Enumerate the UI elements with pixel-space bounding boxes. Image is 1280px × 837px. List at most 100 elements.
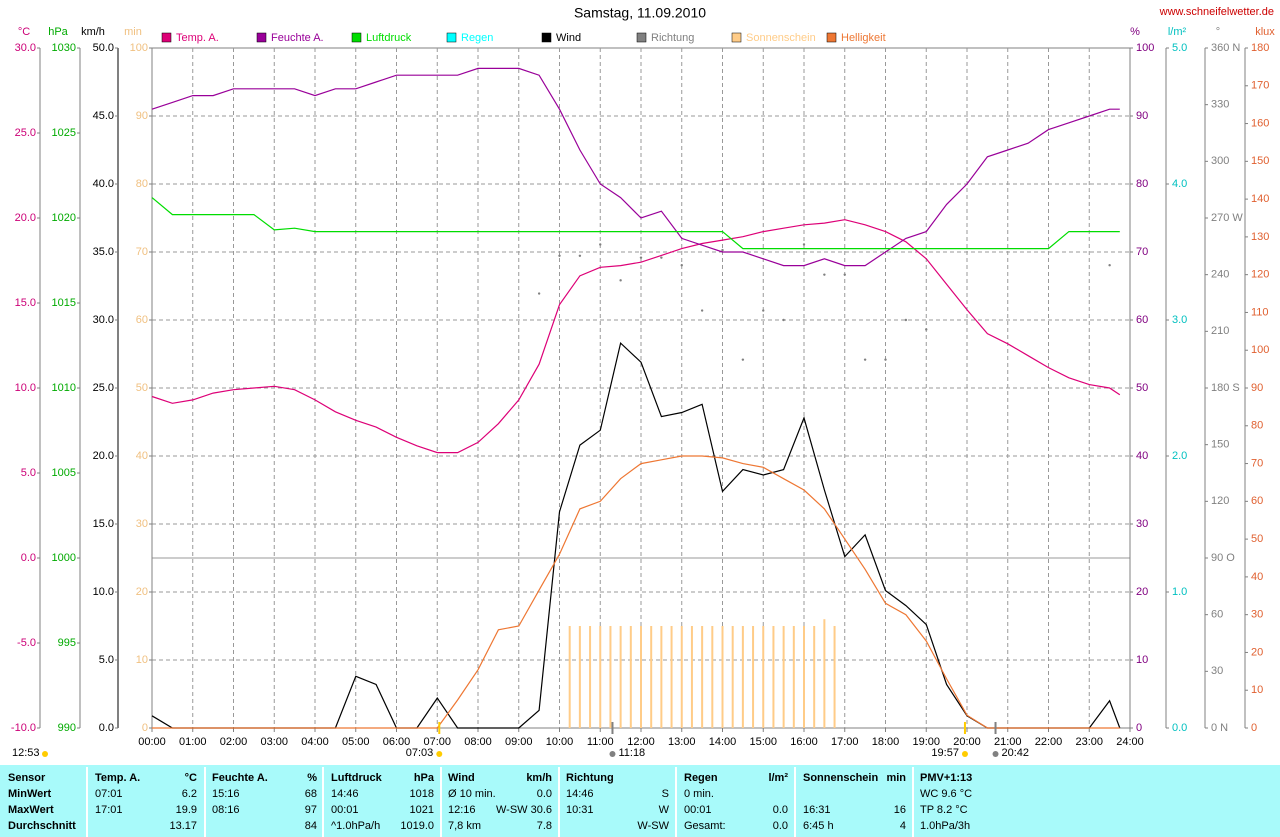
x-tick-label: 15:00: [749, 736, 777, 748]
y-tick-label: 50: [1136, 382, 1148, 394]
direction-dot: [843, 273, 846, 276]
axis-unit: klux: [1255, 26, 1275, 38]
x-tick-label: 21:00: [994, 736, 1022, 748]
column-unit: %: [307, 772, 317, 784]
y-tick-label: 25.0: [93, 382, 114, 394]
sunshine-bar: [792, 626, 795, 728]
table-cell: TP 8.2 °C: [920, 804, 968, 816]
sunshine-bar: [721, 626, 724, 728]
column-header: Sensor: [8, 772, 46, 784]
series-line: [152, 455, 1120, 729]
table-cell: 16:31: [803, 804, 831, 816]
column-header: Luftdruck: [331, 772, 383, 784]
y-tick-label: 0: [142, 722, 148, 734]
direction-dot: [823, 273, 826, 276]
y-tick-label: 150: [1251, 155, 1269, 167]
table-cell: 0 min.: [684, 788, 714, 800]
x-tick-label: 01:00: [179, 736, 207, 748]
y-tick-label: 60: [1251, 495, 1263, 507]
series-line: [151, 197, 1120, 250]
x-tick-label: 10:00: [546, 736, 574, 748]
day-length: 12:53: [12, 747, 40, 759]
table-cell: 17:01: [95, 804, 123, 816]
x-tick-label: 22:00: [1035, 736, 1063, 748]
table-cell: W-SW 30.6: [496, 804, 552, 816]
table-cell: 7.8: [537, 820, 552, 832]
y-tick-label: 80: [136, 178, 148, 190]
y-tick-label: 4.0: [1172, 178, 1187, 190]
table-cell: 08:16: [212, 804, 240, 816]
y-tick-label: 25.0: [15, 127, 36, 139]
axis-unit: °C: [18, 26, 30, 38]
x-tick-label: 13:00: [668, 736, 696, 748]
y-tick-label: 10: [136, 654, 148, 666]
sunshine-bar: [741, 626, 744, 728]
table-cell: 6:45 h: [803, 820, 834, 832]
table-cell: W: [659, 804, 670, 816]
y-tick-label: 10: [1251, 684, 1263, 696]
x-tick-label: 17:00: [831, 736, 859, 748]
y-tick-label: 180 S: [1211, 382, 1240, 394]
event-icon: [436, 751, 443, 757]
event-icon: [609, 751, 616, 757]
y-tick-label: 180: [1251, 42, 1269, 54]
y-tick-label: 70: [136, 246, 148, 258]
y-tick-label: 30: [136, 518, 148, 530]
x-tick-label: 09:00: [505, 736, 533, 748]
table-cell: 0.0: [537, 788, 552, 800]
y-tick-label: 15.0: [93, 518, 114, 530]
y-tick-label: 20.0: [15, 212, 36, 224]
sunshine-bar: [619, 626, 622, 728]
legend-label: Sonnenschein: [746, 32, 816, 44]
chart-title: Samstag, 11.09.2010: [574, 5, 706, 21]
y-tick-label: 100: [1251, 344, 1269, 356]
table-cell: 19.9: [176, 804, 197, 816]
y-tick-label: 995: [58, 637, 76, 649]
table-background: [0, 765, 1280, 837]
direction-dot: [762, 309, 765, 312]
x-tick-label: 06:00: [383, 736, 411, 748]
y-tick-label: 20.0: [93, 450, 114, 462]
y-tick-label: 1030: [52, 42, 76, 54]
y-tick-label: 0: [1251, 722, 1257, 734]
y-tick-label: 60: [1211, 609, 1223, 621]
y-tick-label: 120: [1211, 495, 1229, 507]
legend-label: Feuchte A.: [271, 32, 324, 44]
y-tick-label: 990: [58, 722, 76, 734]
y-tick-label: 140: [1251, 193, 1269, 205]
x-tick-label: 20:00: [953, 736, 981, 748]
table-cell: 0.0: [773, 804, 788, 816]
sunshine-bar: [629, 626, 632, 728]
y-tick-label: 110: [1251, 306, 1269, 318]
y-tick-label: 30: [1251, 609, 1263, 621]
table-cell: Gesamt:: [684, 820, 726, 832]
event-label: 19:57: [931, 747, 959, 759]
y-tick-label: 360 N: [1211, 42, 1240, 54]
table-cell: 1019.0: [400, 820, 434, 832]
y-tick-label: 5.0: [21, 467, 36, 479]
y-tick-label: 5.0: [99, 654, 114, 666]
table-cell: 12:16: [448, 804, 476, 816]
column-unit: l/m²: [768, 772, 788, 784]
y-tick-label: 120: [1251, 269, 1269, 281]
y-tick-label: 40: [136, 450, 148, 462]
y-tick-label: 15.0: [15, 297, 36, 309]
legend-swatch: [731, 32, 742, 43]
sunshine-bar: [609, 626, 612, 728]
y-tick-label: 20: [1136, 586, 1148, 598]
event-label: 07:03: [406, 747, 434, 759]
y-tick-label: 0 N: [1211, 722, 1228, 734]
y-tick-label: 1010: [52, 382, 76, 394]
table-cell: 13.17: [169, 820, 197, 832]
axis-unit: km/h: [81, 26, 105, 38]
series-line: [151, 341, 1121, 729]
sunshine-bar: [589, 626, 592, 728]
direction-dot: [558, 254, 561, 257]
table-cell: 15:16: [212, 788, 240, 800]
direction-dot: [680, 264, 683, 267]
table-cell: 97: [305, 804, 317, 816]
legend-swatch: [351, 32, 362, 43]
table-cell: W-SW: [637, 820, 669, 832]
direction-dot: [884, 358, 887, 361]
series-line: [151, 67, 1120, 267]
